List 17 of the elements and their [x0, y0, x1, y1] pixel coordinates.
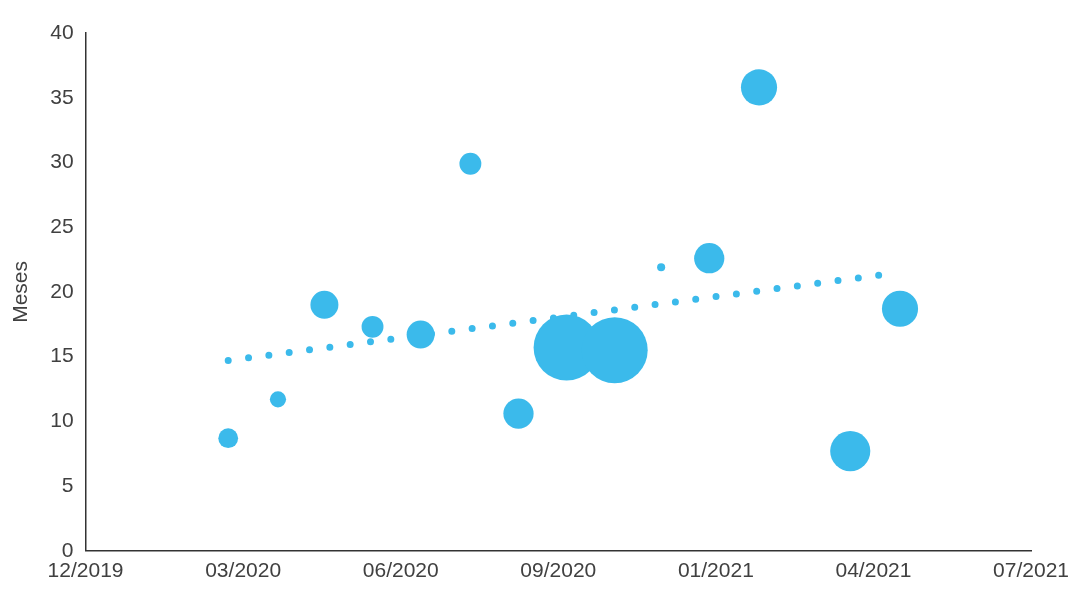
y-tick-label: 0 — [61, 537, 74, 561]
x-tick-label: 12/2019 — [47, 558, 124, 582]
y-axis-title: Meses — [8, 260, 32, 323]
y-tick-label: 30 — [50, 149, 74, 173]
y-tick-label: 20 — [50, 278, 74, 302]
y-tick-label: 35 — [50, 84, 74, 108]
y-tick-label: 40 — [50, 19, 74, 43]
y-tick-label: 5 — [61, 472, 74, 496]
x-tick-label: 01/2021 — [677, 558, 754, 582]
y-tick-label: 15 — [50, 343, 74, 367]
x-tick-label: 06/2020 — [362, 558, 439, 582]
x-tick-label: 03/2020 — [205, 558, 282, 582]
x-tick-label: 04/2021 — [835, 558, 912, 582]
x-tick-label: 07/2021 — [993, 558, 1070, 582]
x-tick-label: 09/2020 — [520, 558, 597, 582]
y-tick-label: 25 — [50, 213, 74, 237]
y-tick-label: 10 — [50, 408, 74, 432]
